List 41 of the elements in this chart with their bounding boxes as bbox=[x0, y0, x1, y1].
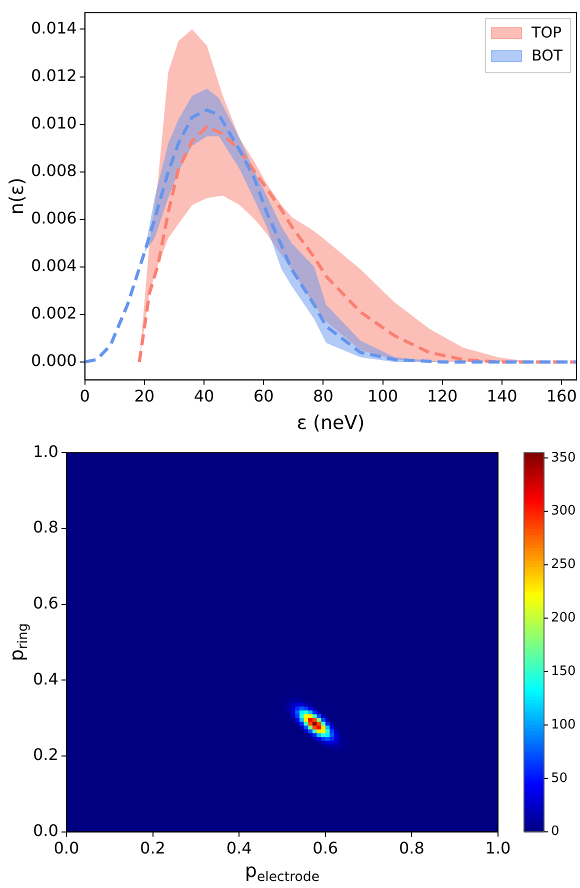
x-tick-label: 100 bbox=[368, 386, 398, 406]
x-axis-title: ε (neV) bbox=[296, 412, 365, 434]
y-tick-label: 0.000 bbox=[30, 351, 77, 370]
x-tick-label: 20 bbox=[134, 386, 155, 406]
legend-label: BOT bbox=[532, 46, 564, 64]
x-tick-label: 0.4 bbox=[226, 838, 252, 858]
y-tick-label: 0.004 bbox=[30, 256, 77, 276]
y-tick-label: 0.006 bbox=[30, 208, 77, 228]
color-bar-label: 150 bbox=[551, 664, 576, 679]
y-tick-label: 0.0 bbox=[32, 820, 58, 840]
y-tick-label: 0.2 bbox=[32, 745, 58, 764]
x-tick-label: 160 bbox=[546, 386, 577, 406]
x-tick-label: 120 bbox=[427, 386, 458, 406]
y-tick-label: 0.4 bbox=[32, 669, 58, 688]
y-axis-title: pring bbox=[6, 623, 32, 662]
x-tick-label: 0 bbox=[80, 386, 90, 406]
x-tick-label: 0.8 bbox=[398, 838, 424, 858]
color-bar-label: 50 bbox=[551, 770, 568, 786]
y-tick-label: 0.012 bbox=[30, 66, 77, 85]
x-tick-label: 140 bbox=[486, 386, 518, 406]
y-tick-label: 0.002 bbox=[30, 304, 77, 323]
x-tick-label: 80 bbox=[313, 386, 334, 406]
y-tick-label: 0.6 bbox=[32, 593, 58, 612]
y-tick-label: 1.0 bbox=[32, 442, 58, 461]
color-bar-label: 250 bbox=[551, 557, 576, 572]
x-tick-label: 0.6 bbox=[312, 838, 338, 858]
x-tick-label: 40 bbox=[194, 386, 214, 406]
color-bar-label: 100 bbox=[551, 717, 576, 732]
y-tick-label: 0.008 bbox=[30, 160, 77, 180]
legend-label: TOP bbox=[530, 23, 562, 42]
color-bar-label: 0 bbox=[551, 824, 560, 840]
color-bar-label: 350 bbox=[551, 450, 576, 466]
color-bar-label: 300 bbox=[551, 504, 576, 519]
y-tick-label: 0.010 bbox=[30, 113, 77, 132]
color-bar-label: 200 bbox=[551, 610, 576, 626]
y-tick-label: 0.014 bbox=[30, 18, 77, 38]
x-tick-label: 1.0 bbox=[485, 838, 511, 858]
y-axis-title: n(ε) bbox=[6, 178, 28, 215]
y-tick-label: 0.8 bbox=[32, 518, 58, 537]
x-tick-label: 60 bbox=[253, 386, 274, 406]
x-tick-label: 0.2 bbox=[140, 838, 166, 858]
